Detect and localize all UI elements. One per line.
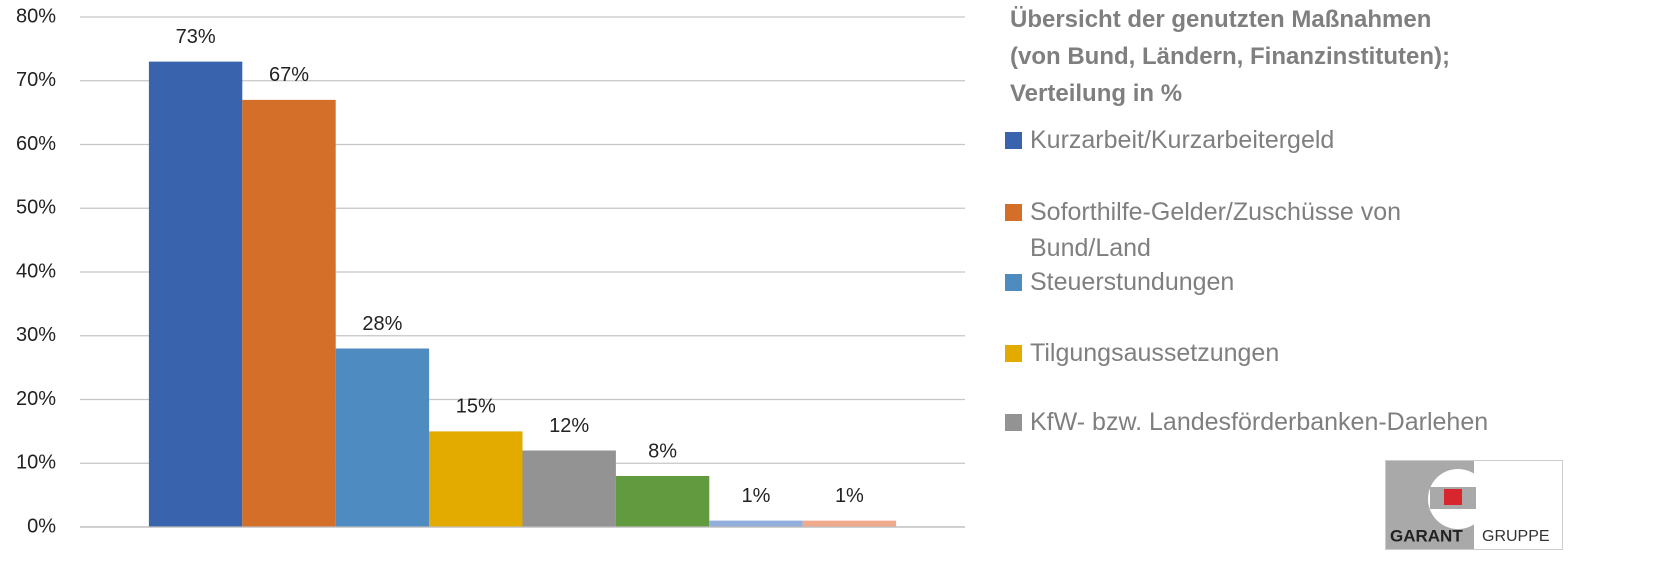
data-label: 12% — [549, 415, 589, 437]
logo: GARANT GRUPPE — [1385, 460, 1563, 550]
bar — [709, 520, 803, 527]
y-tick-label: 0% — [27, 515, 56, 537]
title-line: (von Bund, Ländern, Finanzinstituten); — [1010, 43, 1450, 70]
data-label: 1% — [742, 485, 771, 507]
y-tick-label: 10% — [16, 452, 56, 474]
legend-label: Steuerstundungen — [1030, 268, 1235, 296]
legend-swatch — [1005, 132, 1022, 149]
legend-item: Soforthilfe-Gelder/Zuschüsse von Bund/La… — [1005, 194, 1460, 266]
legend-item: KfW- bzw. Landesförderbanken-Darlehen — [1005, 404, 1488, 440]
logo-graphic: GARANT GRUPPE — [1386, 461, 1550, 549]
bar — [242, 99, 336, 527]
y-tick-label: 30% — [16, 324, 56, 346]
legend-label: Kurzarbeit/Kurzarbeitergeld — [1030, 126, 1335, 154]
data-label: 1% — [835, 485, 864, 507]
legend-item: Tilgungsaussetzungen — [1005, 335, 1279, 371]
y-tick-label: 50% — [16, 197, 56, 219]
side-panel: Übersicht der genutzten Maßnahmen (von B… — [1005, 0, 1670, 436]
y-tick-label: 40% — [16, 260, 56, 282]
bar — [148, 61, 243, 527]
y-tick-label: 60% — [16, 133, 56, 155]
logo-group: GRUPPE — [1482, 528, 1550, 545]
legend-label: KfW- bzw. Landesförderbanken-Darlehen — [1030, 408, 1489, 436]
y-tick-label: 70% — [16, 69, 56, 91]
chart-title: Übersicht der genutzten Maßnahmen (von B… — [1010, 1, 1670, 112]
title-line: Verteilung in % — [1010, 80, 1183, 107]
legend-swatch — [1005, 345, 1022, 362]
data-label: 15% — [456, 396, 496, 418]
legend-swatch — [1005, 414, 1022, 431]
bar — [615, 476, 710, 527]
bar — [429, 431, 523, 527]
data-label: 8% — [648, 440, 677, 462]
y-tick-label: 20% — [16, 388, 56, 410]
title-line: Übersicht der genutzten Maßnahmen — [1010, 6, 1432, 33]
logo-brand: GARANT — [1390, 526, 1463, 545]
chart: 0% 10% 20% 30% 40% 50% 60% 70% 80% 73% 67% 28% 15% 12… — [16, 5, 965, 537]
legend-label: Soforthilfe-Gelder/Zuschüsse von Bund/La… — [1030, 198, 1402, 262]
data-label: 73% — [176, 26, 216, 48]
legend-item: Kurzarbeit/Kurzarbeitergeld — [1005, 122, 1334, 158]
legend-swatch — [1005, 274, 1022, 291]
y-tick-label: 80% — [16, 5, 56, 27]
bar — [802, 520, 897, 527]
bar — [522, 450, 616, 527]
legend-item: Steuerstundungen — [1005, 264, 1234, 300]
data-label: 28% — [362, 313, 402, 335]
legend-label: Tilgungsaussetzungen — [1030, 339, 1280, 367]
logo-mark — [1444, 489, 1462, 505]
data-label: 67% — [269, 64, 309, 86]
legend-swatch — [1005, 204, 1022, 221]
bar — [335, 348, 430, 527]
